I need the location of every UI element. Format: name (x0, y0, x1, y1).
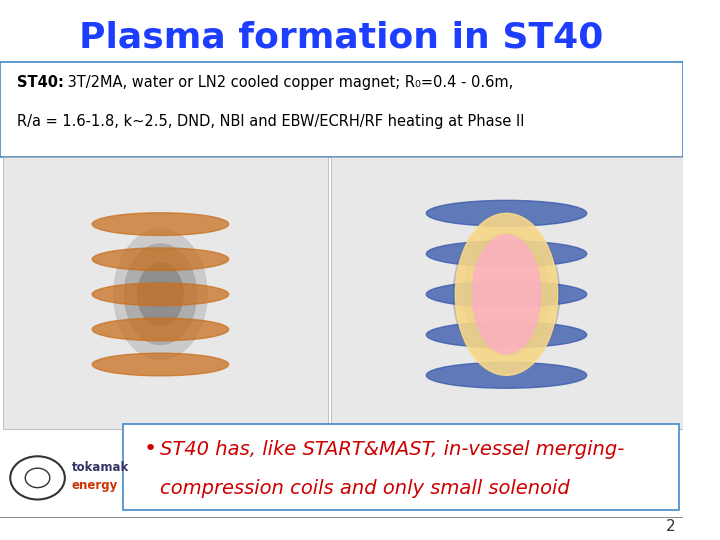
Circle shape (10, 456, 65, 500)
Ellipse shape (92, 353, 229, 376)
Ellipse shape (426, 200, 587, 226)
Ellipse shape (426, 241, 587, 267)
Ellipse shape (426, 362, 587, 388)
Text: Plasma formation in ST40: Plasma formation in ST40 (79, 21, 603, 55)
Ellipse shape (426, 281, 587, 307)
FancyBboxPatch shape (4, 157, 328, 429)
Text: energy: energy (72, 480, 118, 492)
Ellipse shape (92, 213, 229, 235)
FancyBboxPatch shape (0, 62, 683, 157)
Ellipse shape (426, 322, 587, 348)
Text: compression coils and only small solenoid: compression coils and only small solenoi… (161, 479, 570, 498)
Ellipse shape (472, 235, 541, 354)
Ellipse shape (92, 318, 229, 341)
Text: ST40 has, like START&MAST, in-vessel merging-: ST40 has, like START&MAST, in-vessel mer… (161, 440, 625, 459)
Text: tokamak: tokamak (72, 461, 129, 474)
Text: R/a = 1.6-1.8, k~2.5, DND, NBI and EBW/ECRH/RF heating at Phase II: R/a = 1.6-1.8, k~2.5, DND, NBI and EBW/E… (17, 114, 525, 129)
Ellipse shape (138, 262, 183, 326)
Ellipse shape (92, 283, 229, 306)
Text: 3T/2MA, water or LN2 cooled copper magnet; R₀=0.4 - 0.6m,: 3T/2MA, water or LN2 cooled copper magne… (63, 75, 513, 90)
Ellipse shape (454, 218, 559, 371)
FancyBboxPatch shape (331, 157, 683, 429)
Text: ST40:: ST40: (17, 75, 64, 90)
Ellipse shape (464, 233, 549, 356)
Circle shape (25, 468, 50, 488)
Text: •: • (143, 439, 157, 460)
Text: 2: 2 (666, 518, 676, 534)
FancyBboxPatch shape (123, 424, 679, 510)
Ellipse shape (114, 229, 207, 360)
Ellipse shape (455, 213, 558, 375)
Ellipse shape (92, 248, 229, 271)
Ellipse shape (125, 244, 197, 345)
